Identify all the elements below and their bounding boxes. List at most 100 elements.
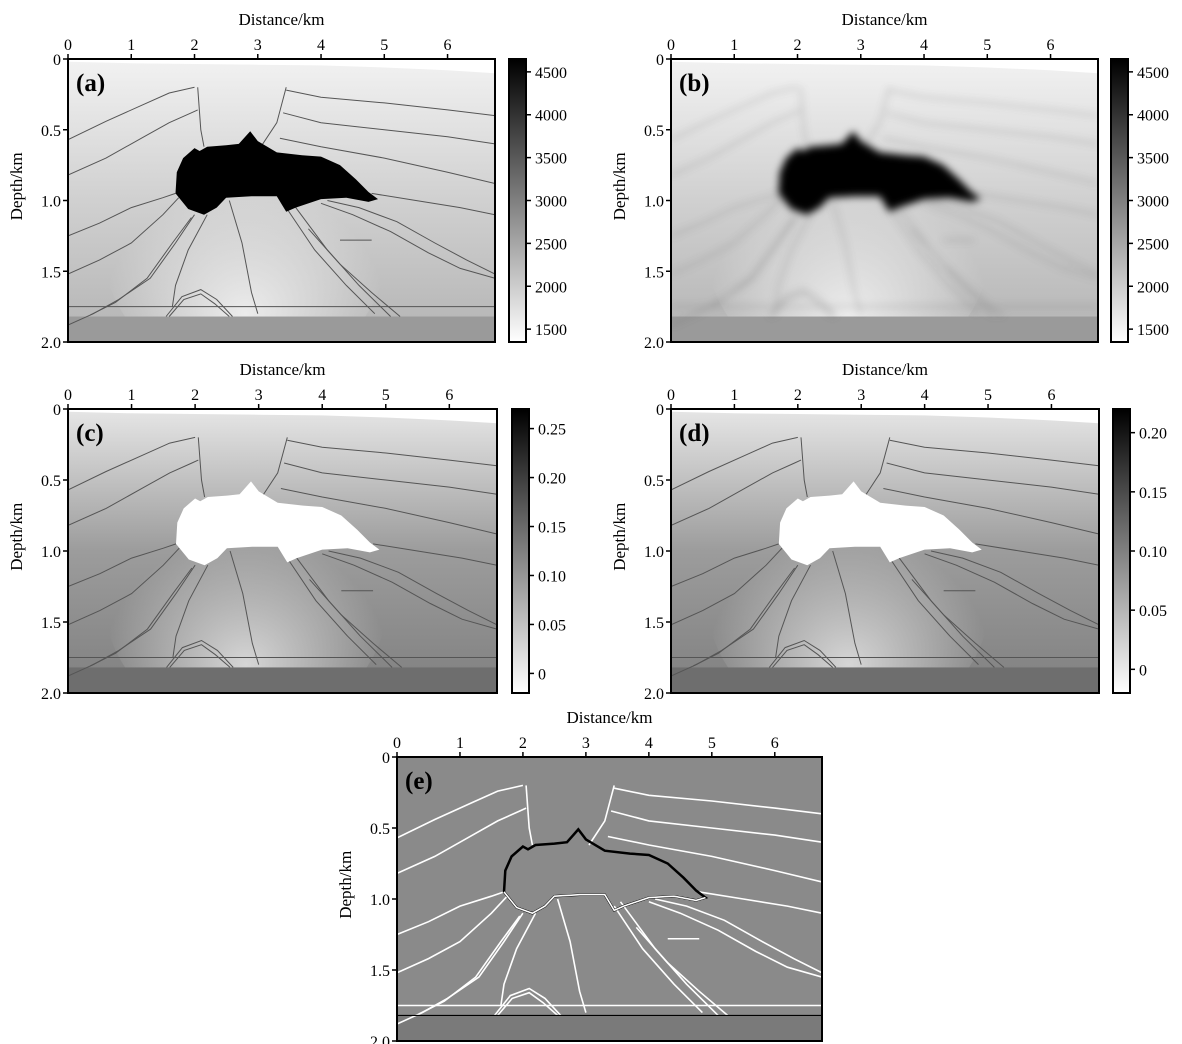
horizon-line [889, 439, 1099, 467]
x-tick-label: 4 [645, 735, 653, 752]
x-tick-label: 4 [921, 387, 929, 404]
horizon-line [614, 787, 822, 815]
fault-line [261, 437, 288, 498]
horizon-line [648, 901, 822, 978]
panel-d-image [671, 409, 1099, 693]
salt-body [778, 481, 982, 566]
horizon-line [924, 553, 1099, 630]
fault-line [397, 912, 524, 1025]
y-axis-title: Depth/km [610, 152, 629, 220]
bottom-layer [68, 667, 497, 693]
horizon-line [282, 112, 495, 145]
topography [671, 59, 1098, 74]
topography [68, 409, 497, 424]
x-tick-label: 1 [730, 37, 738, 54]
y-tick-label: 1.5 [370, 963, 390, 980]
y-tick-label: 2.0 [644, 335, 664, 352]
y-axis-title: Depth/km [7, 503, 26, 571]
x-tick-label: 3 [255, 387, 263, 404]
fault-line [166, 639, 234, 668]
panel-e-image [397, 757, 822, 1041]
fault-line [497, 991, 559, 1017]
horizon-line [397, 784, 524, 839]
colorbar-tick-label: 0.20 [1139, 426, 1167, 443]
y-axis-title: Depth/km [610, 503, 629, 571]
colorbar-tick-label: 0.15 [1139, 485, 1167, 502]
bottom-layer [671, 667, 1099, 693]
fault-line [771, 293, 833, 317]
panel-a-image [68, 59, 495, 342]
horizon-line [68, 109, 198, 176]
x-tick-label: 5 [382, 387, 390, 404]
salt-body [176, 481, 380, 566]
x-tick-label: 3 [857, 387, 865, 404]
colorbar-tick-label: 0.05 [538, 617, 566, 634]
horizon-line [286, 89, 495, 117]
x-tick-label: 3 [254, 37, 262, 54]
x-axis: 0 1 2 3 4 5 6 Distance/km [64, 360, 453, 409]
fault-line [635, 926, 729, 1017]
horizon-line [283, 462, 497, 495]
panel-c-image [68, 409, 497, 693]
horizon-line [280, 488, 497, 535]
y-tick-label: 0 [382, 750, 390, 767]
colorbar-tick-label: 4000 [1137, 108, 1169, 125]
horizon-line [671, 109, 801, 176]
colorbar-tick-label: 2500 [1137, 236, 1169, 253]
colorbar-tick-label: 3500 [1137, 151, 1169, 168]
topography [68, 59, 495, 74]
y-axis: 0 0.5 1.0 1.5 2.0 Depth/km [7, 402, 68, 703]
horizon-line [322, 553, 497, 630]
panel-label: (e) [405, 768, 433, 795]
colorbar-tick-label: 0.15 [538, 520, 566, 537]
horizon-line [397, 807, 527, 875]
fault-line [768, 639, 837, 668]
y-tick-label: 1.0 [644, 544, 664, 561]
fault-line [895, 553, 995, 668]
x-tick-label: 5 [984, 387, 992, 404]
colorbar-gradient [1112, 408, 1131, 694]
fault-line [772, 644, 834, 668]
fault-line [68, 214, 195, 326]
bottom-layer [397, 1015, 822, 1041]
salt-body [175, 131, 378, 215]
x-axis-title: Distance/km [567, 708, 653, 727]
colorbar-tick-label: 0 [538, 666, 546, 683]
colorbar: 0.20 0.15 0.10 0.05 0 [1112, 408, 1167, 694]
x-tick-label: 3 [582, 735, 590, 752]
y-axis: 0 0.5 1.0 1.5 2.0 Depth/km [336, 750, 397, 1044]
horizon-line [886, 462, 1099, 495]
horizon-line [68, 86, 195, 141]
colorbar-tick-label: 0 [1139, 662, 1147, 679]
colorbar-tick-label: 3000 [535, 194, 567, 211]
y-axis: 0 0.5 1.0 1.5 2.0 Depth/km [610, 52, 671, 352]
horizon-line [974, 192, 1098, 216]
x-axis-title: Distance/km [239, 10, 325, 29]
fault-line [800, 87, 808, 147]
colorbar-tick-label: 1500 [1137, 322, 1169, 339]
x-tick-label: 0 [667, 387, 675, 404]
fault-line [308, 228, 401, 317]
y-tick-label: 1.0 [644, 194, 664, 211]
fault-line [260, 87, 287, 147]
fault-line [525, 785, 534, 846]
fault-line [169, 644, 231, 668]
fault-line [613, 905, 703, 1014]
x-tick-label: 1 [128, 387, 136, 404]
fault-line [800, 437, 808, 498]
fault-line [889, 557, 979, 665]
horizon-line [671, 459, 802, 526]
panel-a: (a)0 1 2 3 4 5 6Distance/km00.51.01.52.0Depth/… [7, 10, 567, 352]
fault-line [68, 564, 196, 677]
y-tick-label: 1.0 [370, 892, 390, 909]
fault-line [197, 87, 205, 147]
fault-line [197, 437, 206, 498]
y-axis-title: Depth/km [7, 152, 26, 220]
x-axis-title: Distance/km [842, 360, 928, 379]
horizon-line [607, 835, 822, 883]
colorbar-tick-label: 4500 [535, 65, 567, 82]
horizon-line [68, 547, 180, 626]
horizon-line [68, 436, 196, 491]
y-tick-label: 1.5 [644, 264, 664, 281]
horizon-line [885, 112, 1098, 145]
